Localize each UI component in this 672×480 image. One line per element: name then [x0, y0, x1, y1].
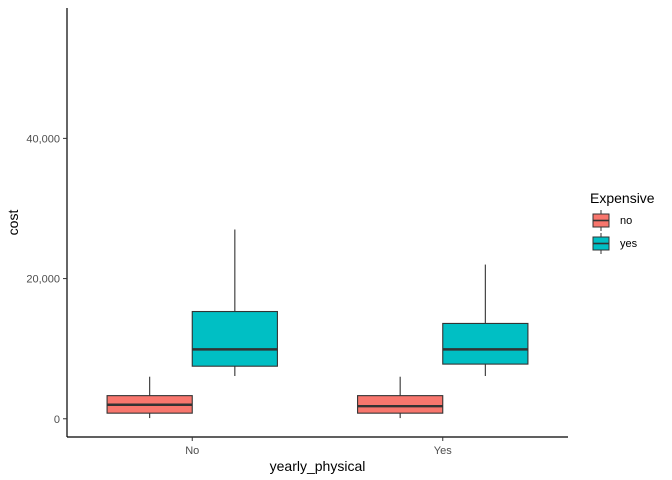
legend-label-yes: yes	[620, 238, 638, 250]
legend-title: Expensive	[590, 190, 655, 206]
tick-layer: 0 20,000 40,000 No Yes	[26, 133, 452, 457]
y-tick-label: 0	[54, 414, 60, 426]
box-iqr	[442, 322, 529, 365]
legend-item-no: no	[592, 210, 632, 231]
axes	[66, 8, 568, 438]
boxplot-yes-Yes	[442, 264, 529, 377]
x-axis-title: yearly_physical	[270, 458, 366, 474]
y-axis-title: cost	[5, 210, 21, 236]
legend: Expensive no yes	[590, 190, 655, 254]
plot-marks	[106, 229, 529, 419]
x-tick-label: No	[185, 445, 199, 457]
y-tick-label: 40,000	[26, 133, 60, 145]
boxplot-yes-No	[191, 229, 278, 377]
box-iqr	[357, 395, 444, 414]
box-iqr	[191, 310, 278, 367]
boxplot-no-Yes	[357, 376, 444, 419]
x-tick-label: Yes	[434, 445, 452, 457]
legend-item-yes: yes	[592, 233, 638, 254]
legend-label-no: no	[620, 215, 632, 227]
boxplot-no-No	[106, 376, 193, 419]
y-tick-label: 20,000	[26, 274, 60, 286]
